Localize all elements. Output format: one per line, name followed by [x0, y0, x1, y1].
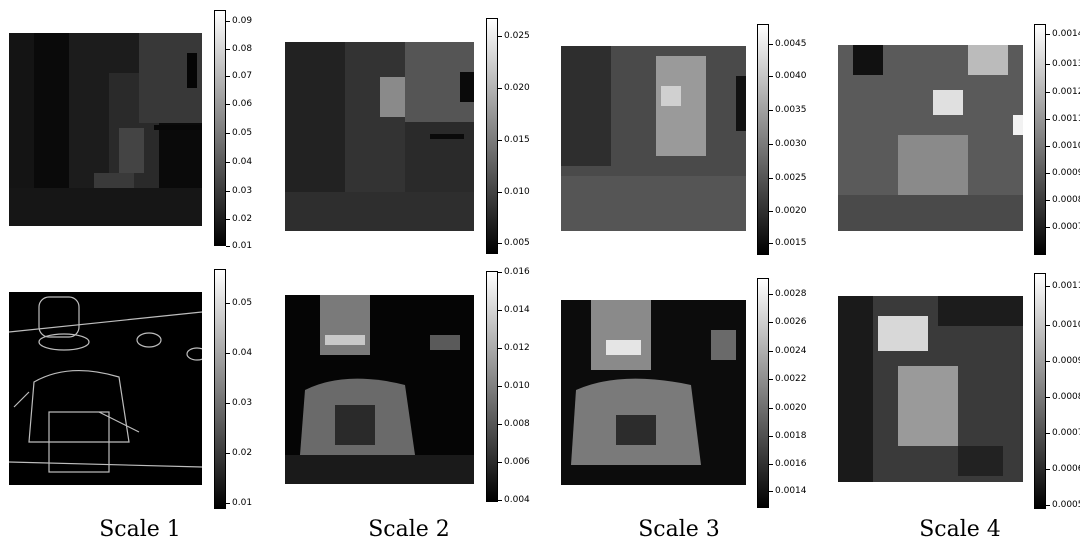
saliency-map-svg — [9, 292, 202, 485]
colorbar-gradient — [486, 271, 498, 502]
colorbar-tick-label: 0.008 — [504, 419, 530, 429]
colorbar-tick-label: 0.08 — [232, 44, 253, 54]
colorbar-tick-label: 0.01 — [232, 241, 253, 251]
saliency-image-scale4-row1 — [838, 45, 1023, 231]
colorbar-tick-label: 0.0040 — [775, 71, 807, 81]
saliency-map-svg — [285, 295, 474, 484]
colorbar-tick-label: 0.0028 — [775, 289, 807, 299]
saliency-image-scale1-row1 — [9, 33, 202, 226]
colorbar-gradient — [1034, 24, 1046, 255]
colorbar-tick-label: 0.0026 — [775, 317, 807, 327]
colorbar-tick-label: 0.05 — [232, 298, 253, 308]
colorbar-tick-label: 0.04 — [232, 348, 253, 358]
saliency-map-svg — [838, 296, 1023, 482]
saliency-map-svg — [561, 300, 746, 485]
colorbar-tick-label: 0.0016 — [775, 459, 807, 469]
colorbar-scale2-row2: 0.016 0.014 0.012 0.010 0.008 0.006 0.00… — [486, 267, 530, 505]
scale-label-1: Scale 1 — [99, 517, 181, 542]
colorbar-tick-label: 0.02 — [232, 448, 253, 458]
colorbar-tick-label: 0.07 — [232, 71, 253, 81]
colorbar-tick-label: 0.0022 — [775, 374, 807, 384]
scale-label-4: Scale 4 — [919, 517, 1001, 542]
saliency-image-scale3-row2 — [561, 300, 746, 485]
colorbar-gradient — [1034, 273, 1046, 509]
colorbar-gradient — [757, 278, 769, 508]
colorbar-tick-label: 0.0020 — [775, 206, 807, 216]
saliency-image-scale1-row2 — [9, 292, 202, 485]
colorbar-tick-label: 0.0013 — [1052, 59, 1080, 69]
saliency-map-svg — [285, 42, 474, 231]
colorbar-tick-label: 0.0005 — [1052, 500, 1080, 510]
saliency-map-svg — [561, 46, 746, 231]
colorbar-scale3-row1: 0.0045 0.0040 0.0035 0.0030 0.0025 0.002… — [757, 24, 807, 255]
saliency-image-scale3-row1 — [561, 46, 746, 231]
saliency-image-scale4-row2 — [838, 296, 1023, 482]
colorbar-tick-label: 0.03 — [232, 398, 253, 408]
colorbar-tick-label: 0.004 — [504, 495, 530, 505]
colorbar-tick-label: 0.0014 — [775, 486, 807, 496]
colorbar-tick-label: 0.0009 — [1052, 168, 1080, 178]
colorbar-tick-label: 0.0030 — [775, 139, 807, 149]
colorbar-tick-label: 0.0020 — [775, 403, 807, 413]
scale-label-2: Scale 2 — [368, 517, 450, 542]
colorbar-tick-label: 0.0008 — [1052, 195, 1080, 205]
colorbar-tick-label: 0.06 — [232, 99, 253, 109]
saliency-map-svg — [838, 45, 1023, 231]
colorbar-tick-label: 0.014 — [504, 305, 530, 315]
colorbar-scale2-row1: 0.025 0.020 0.015 0.010 0.005 — [486, 18, 530, 254]
colorbar-tick-label: 0.09 — [232, 16, 253, 26]
colorbar-tick-label: 0.020 — [504, 83, 530, 93]
colorbar-tick-label: 0.015 — [504, 135, 530, 145]
colorbar-tick-label: 0.02 — [232, 214, 253, 224]
saliency-map-svg — [9, 33, 202, 226]
colorbar-tick-label: 0.03 — [232, 186, 253, 196]
colorbar-scale1-row2: 0.05 0.04 0.03 0.02 0.01 — [214, 269, 252, 509]
colorbar-tick-label: 0.010 — [504, 187, 530, 197]
colorbar-scale1-row1: 0.09 0.08 0.07 0.06 0.05 0.04 0.03 0.02 … — [214, 10, 252, 251]
colorbar-gradient — [214, 10, 226, 246]
colorbar-tick-label: 0.006 — [504, 457, 530, 467]
colorbar-gradient — [757, 24, 769, 255]
colorbar-tick-label: 0.05 — [232, 128, 253, 138]
colorbar-tick-label: 0.025 — [504, 31, 530, 41]
colorbar-tick-label: 0.0006 — [1052, 464, 1080, 474]
colorbar-tick-label: 0.0011 — [1052, 114, 1080, 124]
colorbar-tick-label: 0.012 — [504, 343, 530, 353]
colorbar-tick-label: 0.016 — [504, 267, 530, 277]
colorbar-tick-label: 0.0018 — [775, 431, 807, 441]
colorbar-tick-label: 0.010 — [504, 381, 530, 391]
colorbar-tick-label: 0.0011 — [1052, 281, 1080, 291]
colorbar-tick-label: 0.0014 — [1052, 29, 1080, 39]
colorbar-gradient — [214, 269, 226, 509]
colorbar-tick-label: 0.04 — [232, 157, 253, 167]
colorbar-tick-label: 0.0007 — [1052, 222, 1080, 232]
colorbar-tick-label: 0.0045 — [775, 39, 807, 49]
colorbar-tick-label: 0.0035 — [775, 105, 807, 115]
saliency-image-scale2-row1 — [285, 42, 474, 231]
colorbar-tick-label: 0.0012 — [1052, 87, 1080, 97]
colorbar-tick-label: 0.0007 — [1052, 428, 1080, 438]
colorbar-tick-label: 0.0024 — [775, 346, 807, 356]
colorbar-tick-label: 0.01 — [232, 498, 253, 508]
colorbar-tick-label: 0.0009 — [1052, 356, 1080, 366]
colorbar-tick-label: 0.0015 — [775, 238, 807, 248]
colorbar-gradient — [486, 18, 498, 254]
saliency-image-scale2-row2 — [285, 295, 474, 484]
colorbar-tick-label: 0.0025 — [775, 173, 807, 183]
scale-label-3: Scale 3 — [638, 517, 720, 542]
colorbar-scale3-row2: 0.0028 0.0026 0.0024 0.0022 0.0020 0.001… — [757, 278, 807, 508]
colorbar-tick-label: 0.005 — [504, 238, 530, 248]
colorbar-tick-label: 0.0008 — [1052, 392, 1080, 402]
